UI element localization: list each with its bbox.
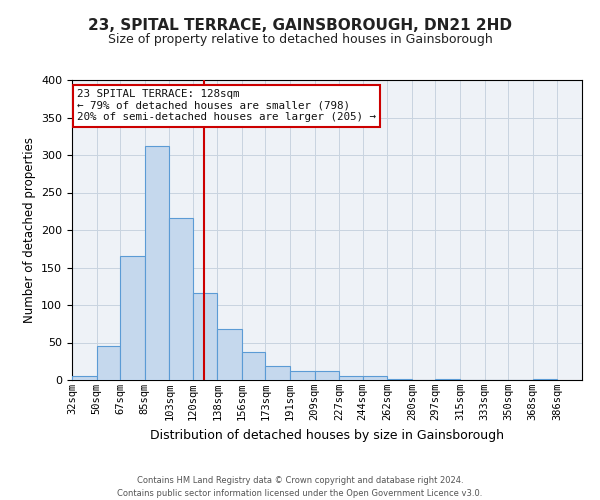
Bar: [193, 293, 217, 380]
Bar: [242, 352, 265, 380]
Y-axis label: Number of detached properties: Number of detached properties: [23, 137, 35, 323]
Text: Contains HM Land Registry data © Crown copyright and database right 2024.
Contai: Contains HM Land Registry data © Crown c…: [118, 476, 482, 498]
Bar: [436, 379, 460, 380]
Bar: [340, 376, 362, 380]
Bar: [290, 371, 314, 380]
Text: Size of property relative to detached houses in Gainsborough: Size of property relative to detached ho…: [107, 32, 493, 46]
Bar: [145, 146, 169, 380]
Bar: [362, 376, 388, 380]
Bar: [265, 366, 290, 380]
Bar: [314, 371, 340, 380]
Bar: [120, 256, 145, 380]
Text: 23, SPITAL TERRACE, GAINSBOROUGH, DN21 2HD: 23, SPITAL TERRACE, GAINSBOROUGH, DN21 2…: [88, 18, 512, 32]
Bar: [217, 329, 242, 380]
Bar: [169, 218, 193, 380]
X-axis label: Distribution of detached houses by size in Gainsborough: Distribution of detached houses by size …: [150, 428, 504, 442]
Bar: [533, 378, 557, 380]
Bar: [72, 376, 97, 380]
Bar: [97, 346, 120, 380]
Bar: [388, 378, 412, 380]
Text: 23 SPITAL TERRACE: 128sqm
← 79% of detached houses are smaller (798)
20% of semi: 23 SPITAL TERRACE: 128sqm ← 79% of detac…: [77, 89, 376, 122]
